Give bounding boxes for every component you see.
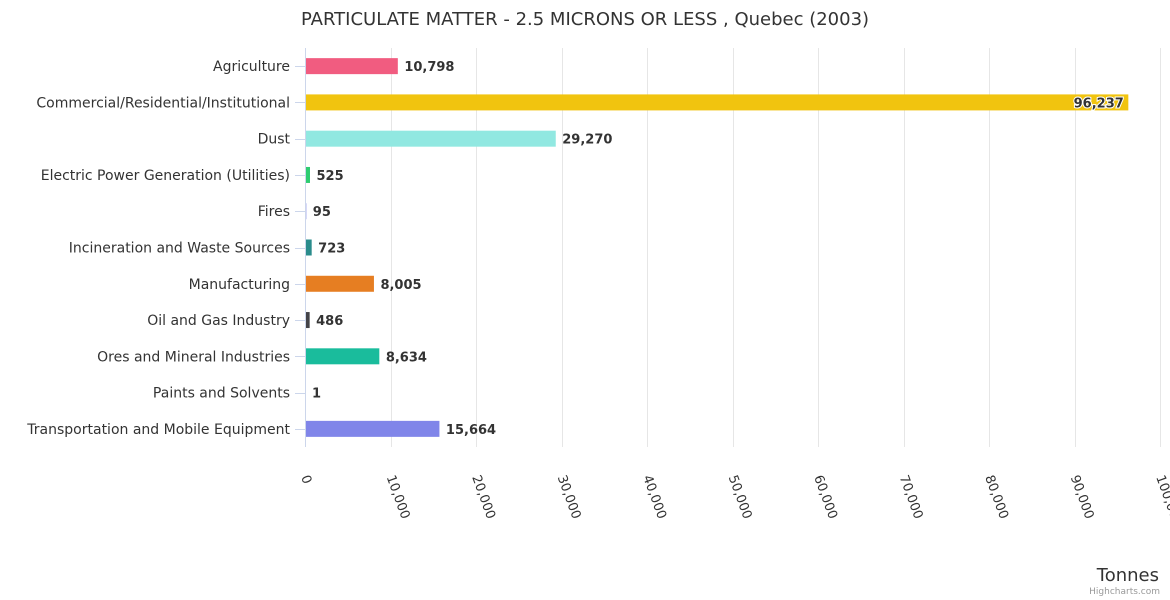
- tick-label: 10,000: [383, 473, 413, 521]
- category-label: Agriculture: [213, 59, 290, 75]
- data-label: 723: [318, 242, 345, 257]
- data-label: 29,270: [562, 133, 612, 148]
- bar-series: [305, 58, 1129, 437]
- category-label: Fires: [258, 204, 290, 220]
- bar[interactable]: [305, 420, 440, 437]
- data-label: 10,798: [404, 60, 454, 75]
- category-label: Transportation and Mobile Equipment: [26, 422, 290, 438]
- bar[interactable]: [305, 312, 310, 329]
- data-label: 525: [316, 169, 343, 184]
- data-label: 96,237: [1074, 96, 1124, 111]
- tick-label: 0: [297, 473, 314, 486]
- category-label: Commercial/Residential/Institutional: [36, 95, 290, 111]
- data-label: 95: [313, 205, 331, 220]
- data-label: 8,005: [380, 278, 421, 293]
- data-label: 8,634: [386, 350, 427, 365]
- bar[interactable]: [305, 239, 312, 256]
- category-label: Ores and Mineral Industries: [97, 349, 290, 365]
- category-label: Electric Power Generation (Utilities): [41, 168, 290, 184]
- data-label: 15,664: [446, 423, 496, 438]
- value-axis: 0 10,000 20,000 30,000 40,000 50,000 60,000 70,…: [297, 473, 1170, 529]
- category-label: Oil and Gas Industry: [147, 313, 290, 329]
- category-label: Paints and Solvents: [153, 386, 290, 402]
- category-label: Dust: [258, 132, 291, 148]
- tick-label: 80,000: [981, 473, 1011, 521]
- data-label: 486: [316, 314, 343, 329]
- bar[interactable]: [305, 130, 556, 147]
- credits-link[interactable]: Highcharts.com: [1089, 587, 1160, 597]
- value-axis-title: Tonnes: [1096, 565, 1159, 586]
- gridlines: [391, 48, 1161, 447]
- tick-label: 40,000: [639, 473, 669, 521]
- category-label: Manufacturing: [189, 277, 290, 293]
- tick-label: 70,000: [896, 473, 926, 521]
- tick-label: 20,000: [468, 473, 498, 521]
- tick-label: 30,000: [554, 473, 584, 521]
- category-axis: Agriculture Commercial/Residential/Instit…: [26, 48, 306, 447]
- bar[interactable]: [305, 348, 380, 365]
- category-label: Incineration and Waste Sources: [69, 241, 290, 257]
- tick-label: 90,000: [1067, 473, 1097, 521]
- bar[interactable]: [305, 94, 1129, 111]
- data-label: 1: [312, 387, 321, 402]
- bar[interactable]: [305, 275, 374, 292]
- tick-label: 60,000: [810, 473, 840, 521]
- data-labels: 10,798 96,237 29,270 525 95 723 8,005 486 8,634 1…: [312, 60, 1125, 438]
- tick-label: 50,000: [725, 473, 755, 521]
- chart-title: PARTICULATE MATTER - 2.5 MICRONS OR LESS…: [301, 9, 869, 30]
- bar[interactable]: [305, 166, 310, 183]
- bar[interactable]: [305, 58, 398, 75]
- tick-label: 100,000: [1152, 473, 1170, 529]
